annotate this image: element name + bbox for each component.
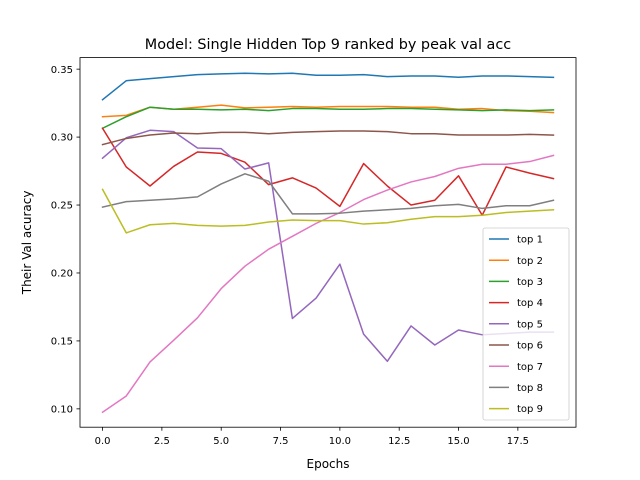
legend: top 1 top 2 top 3 top 4 top 5 top 6 top 7 top 8…: [482, 227, 570, 421]
legend-frame: [482, 227, 570, 421]
series-line-top-7: [101, 154, 555, 414]
legend-label: top 8: [517, 383, 543, 394]
x-tick-label: 15.0: [447, 436, 469, 447]
plot-lines: [101, 72, 555, 414]
legend-label: top 4: [517, 298, 543, 309]
series-line-top-3: [101, 106, 555, 130]
x-axis-ticks: 0.0 2.5 5.0 7.5 10.0 12.5 15.0 17.5: [95, 427, 529, 447]
series-line-top-4: [101, 127, 555, 216]
y-axis-label: Their Val acuracy: [20, 191, 34, 296]
y-tick-label: 0.25: [51, 201, 73, 212]
x-tick-label: 2.5: [154, 436, 170, 447]
legend-label: top 5: [517, 319, 543, 330]
y-tick-label: 0.10: [51, 404, 73, 415]
y-tick-label: 0.30: [51, 133, 73, 144]
y-tick-label: 0.20: [51, 269, 73, 280]
legend-label: top 9: [517, 404, 543, 415]
x-tick-label: 12.5: [388, 436, 410, 447]
legend-label: top 7: [517, 362, 543, 373]
legend-label: top 2: [517, 256, 543, 267]
x-tick-label: 5.0: [213, 436, 229, 447]
y-tick-label: 0.15: [51, 337, 73, 348]
series-line-top-6: [101, 130, 555, 146]
series-line-top-8: [101, 173, 555, 215]
x-tick-label: 7.5: [273, 436, 289, 447]
x-tick-label: 17.5: [507, 436, 529, 447]
legend-label: top 6: [517, 341, 543, 352]
series-line-top-9: [101, 188, 555, 234]
series-line-top-1: [101, 72, 555, 101]
y-axis-ticks: 0.10 0.15 0.20 0.25 0.30 0.35: [51, 65, 80, 415]
x-axis-label: Epochs: [307, 457, 350, 471]
x-tick-label: 0.0: [95, 436, 111, 447]
chart-title: Model: Single Hidden Top 9 ranked by pea…: [145, 37, 511, 53]
x-tick-label: 10.0: [329, 436, 351, 447]
series-line-top-5: [101, 129, 555, 363]
plot-frame: [79, 57, 577, 428]
y-tick-label: 0.35: [51, 65, 73, 76]
legend-label: top 1: [517, 235, 543, 246]
legend-label: top 3: [517, 277, 543, 288]
